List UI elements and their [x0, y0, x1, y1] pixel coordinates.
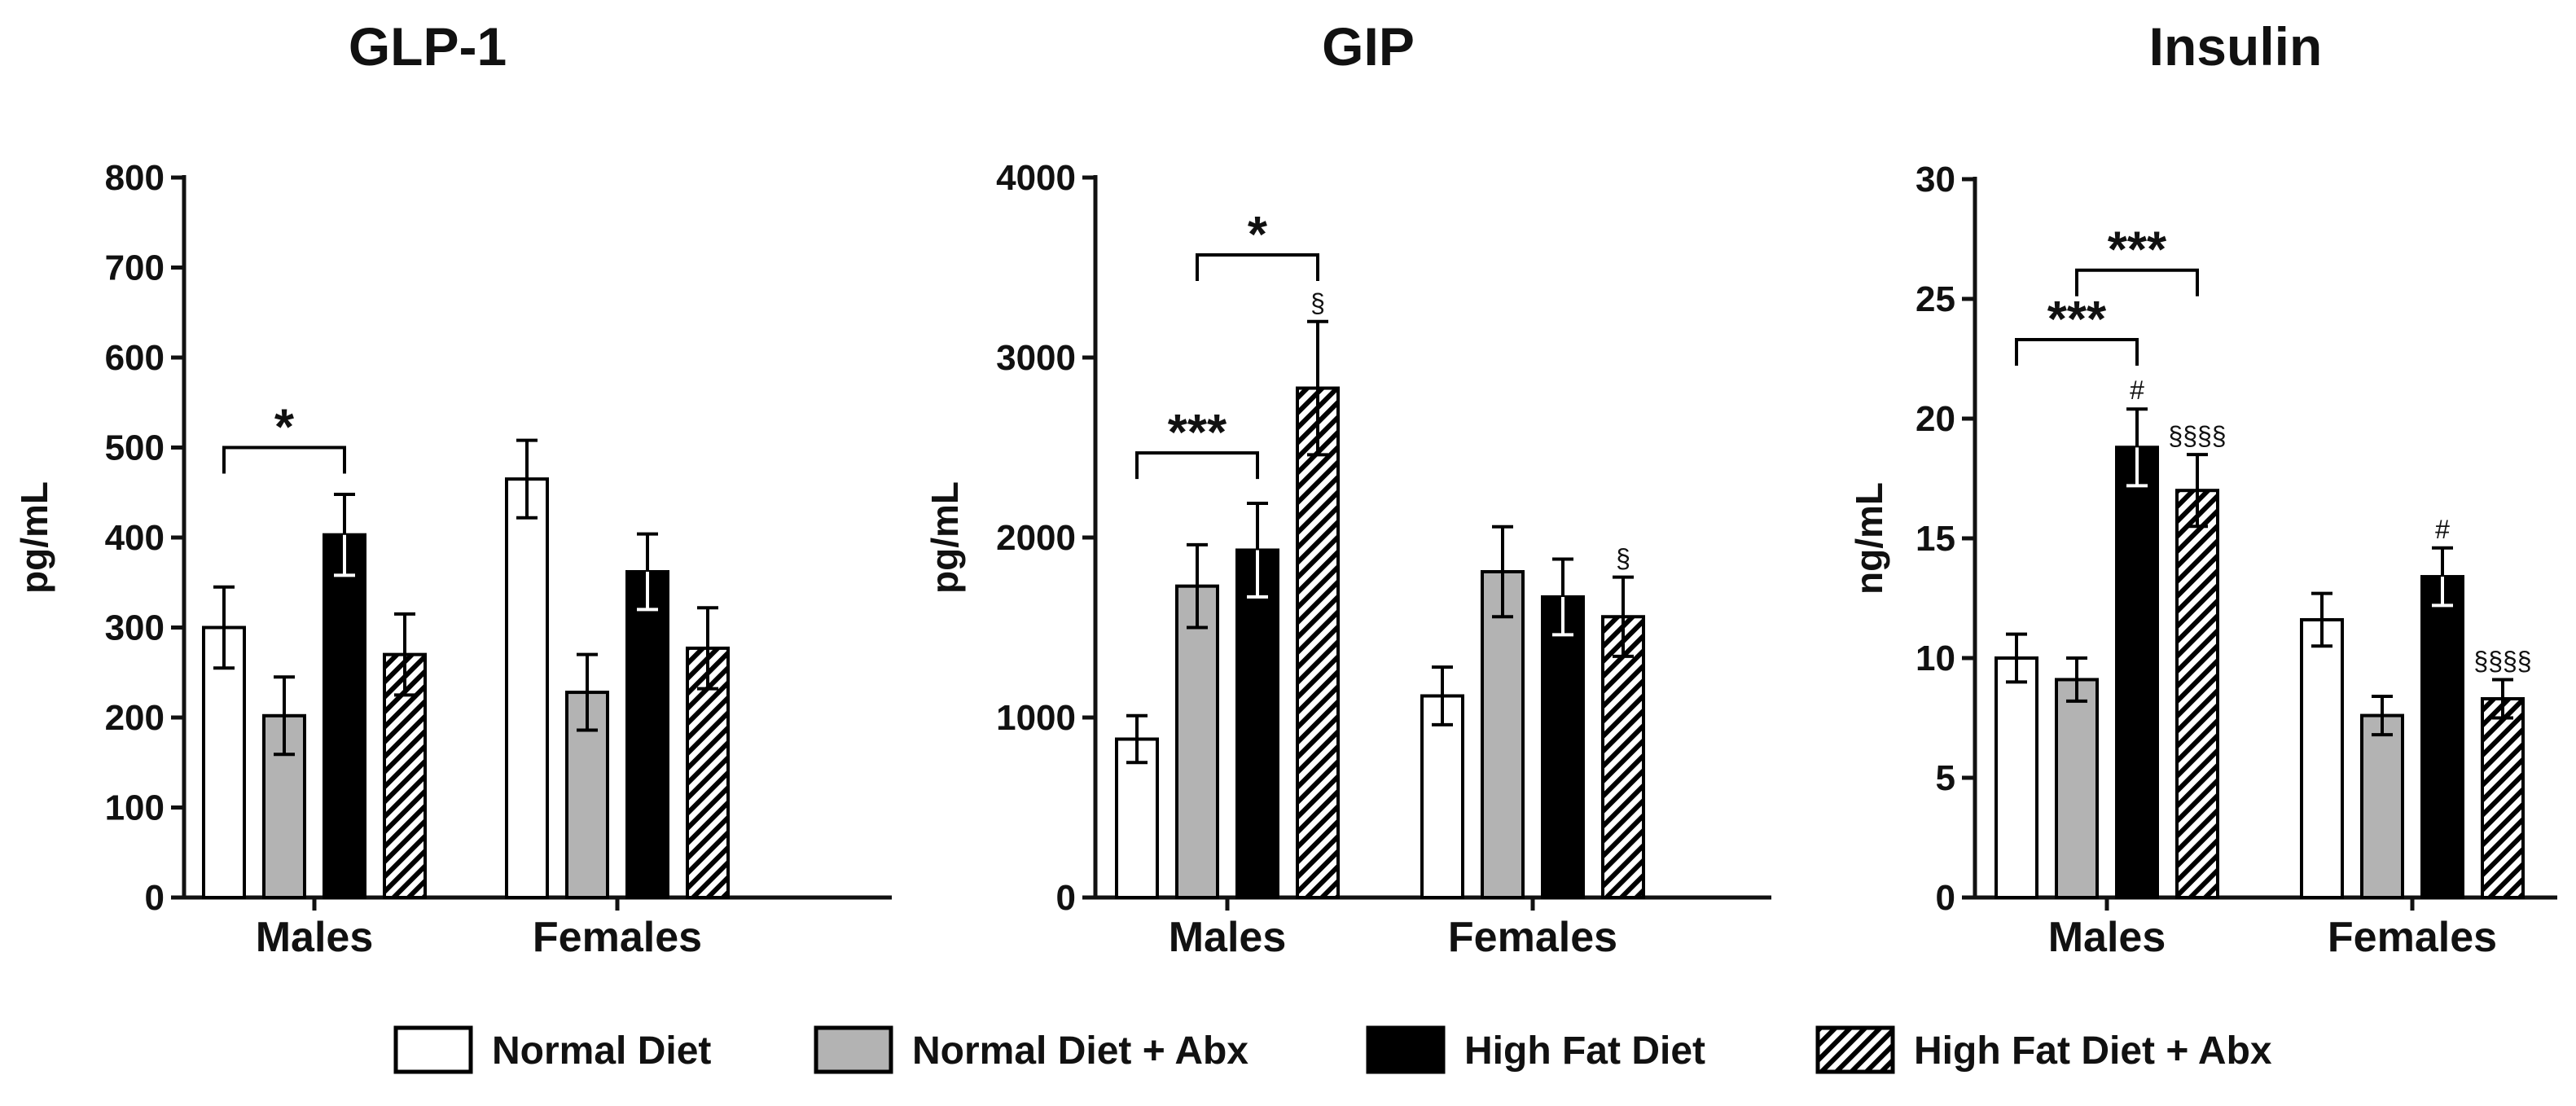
panel-glp-1: GLP-1 pg/mL 0 100 200 300 400 500 600 700 800 Males…	[13, 16, 892, 961]
legend-label: High Fat Diet	[1464, 1029, 1705, 1073]
y-tick-label: 25	[1916, 279, 1955, 319]
x-tick-label: Females	[2328, 914, 2497, 961]
bar-annotation: §§§§	[2168, 421, 2226, 450]
y-tick-label: 10	[1916, 639, 1955, 678]
y-tick-label: 20	[1916, 399, 1955, 439]
y-tick-label: 700	[105, 248, 165, 288]
y-tick-label: 300	[105, 608, 165, 648]
significance-bracket	[2015, 337, 2139, 366]
panel-insulin: Insulin ng/mL 0 5 10 15 20 25 30 Males Females ****…	[1848, 16, 2557, 961]
legend-label: Normal Diet	[492, 1029, 711, 1073]
x-tick-label: Females	[533, 914, 702, 961]
legend: Normal Diet Normal Diet + Abx High Fat Die…	[393, 1025, 2272, 1074]
significance-bracket	[1135, 451, 1259, 480]
chart-title: Insulin	[2149, 16, 2323, 77]
y-tick-label: 500	[105, 428, 165, 468]
significance-label: ***	[2108, 222, 2167, 279]
bar	[1601, 615, 1645, 899]
bar	[2175, 489, 2219, 899]
bar-annotation: #	[2130, 375, 2144, 405]
chart-title: GLP-1	[349, 16, 507, 77]
y-tick-label: 4000	[996, 158, 1076, 198]
y-tick-label: 1000	[996, 698, 1076, 738]
significance-label: ***	[2047, 292, 2107, 348]
bar	[1541, 595, 1585, 899]
x-tick-label: Males	[1169, 914, 1287, 961]
y-tick-label: 400	[105, 518, 165, 558]
bar	[1481, 569, 1525, 899]
significance-label: ***	[1168, 405, 1227, 461]
bar	[202, 625, 246, 899]
y-tick-label: 0	[1936, 878, 1955, 918]
bar	[323, 533, 366, 899]
chart-title: GIP	[1322, 16, 1415, 77]
legend-label: Normal Diet + Abx	[912, 1029, 1249, 1073]
y-tick-label: 0	[145, 878, 165, 918]
y-tick-label: 800	[105, 158, 165, 198]
significance-bracket	[222, 445, 346, 474]
y-tick-label: 100	[105, 788, 165, 828]
significance-bracket	[1196, 253, 1319, 282]
x-tick-label: Males	[256, 914, 374, 961]
bar	[2481, 696, 2525, 899]
y-tick-label: 3000	[996, 338, 1076, 378]
y-tick-label: 200	[105, 698, 165, 738]
panels: GLP-1pg/mL0100200300400500600700800Males…	[13, 16, 2557, 961]
legend-swatch	[814, 1025, 893, 1074]
x-tick-label: Females	[1448, 914, 1617, 961]
x-tick-label: Males	[2048, 914, 2166, 961]
bar-annotation: #	[2435, 515, 2450, 544]
bar	[625, 569, 669, 899]
y-tick-label: 5	[1936, 758, 1955, 798]
legend-item: Normal Diet	[393, 1025, 711, 1074]
y-tick-label: 30	[1916, 160, 1955, 200]
bar	[1115, 737, 1159, 900]
bar	[1175, 584, 1219, 899]
bar	[2420, 575, 2464, 899]
bar-annotation: §§§§	[2473, 646, 2531, 675]
legend-item: Normal Diet + Abx	[814, 1025, 1249, 1074]
bar	[2055, 678, 2099, 900]
y-axis-label: ng/mL	[1848, 482, 1890, 595]
bar	[2360, 713, 2404, 899]
bar	[505, 477, 549, 899]
bar	[2115, 445, 2159, 899]
y-axis-label: pg/mL	[13, 481, 55, 594]
y-tick-label: 2000	[996, 518, 1076, 558]
bar	[1995, 656, 2038, 899]
bar	[1296, 386, 1340, 899]
legend-label: High Fat Diet + Abx	[1914, 1029, 2272, 1073]
y-tick-label: 600	[105, 338, 165, 378]
legend-swatch	[1815, 1025, 1895, 1074]
bar	[1235, 548, 1279, 899]
bar	[2300, 617, 2344, 900]
significance-label: *	[1248, 207, 1268, 263]
y-tick-label: 0	[1056, 878, 1076, 918]
significance-label: *	[274, 400, 295, 456]
y-tick-label: 15	[1916, 519, 1955, 559]
bar-annotation: §	[1310, 288, 1325, 318]
legend-item: High Fat Diet + Abx	[1815, 1025, 2272, 1074]
legend-swatch	[1366, 1025, 1446, 1074]
bar-annotation: §	[1616, 544, 1630, 573]
legend-item: High Fat Diet	[1366, 1025, 1705, 1074]
legend-swatch	[393, 1025, 473, 1074]
significance-bracket	[2075, 268, 2199, 296]
y-axis-label: pg/mL	[924, 481, 966, 594]
